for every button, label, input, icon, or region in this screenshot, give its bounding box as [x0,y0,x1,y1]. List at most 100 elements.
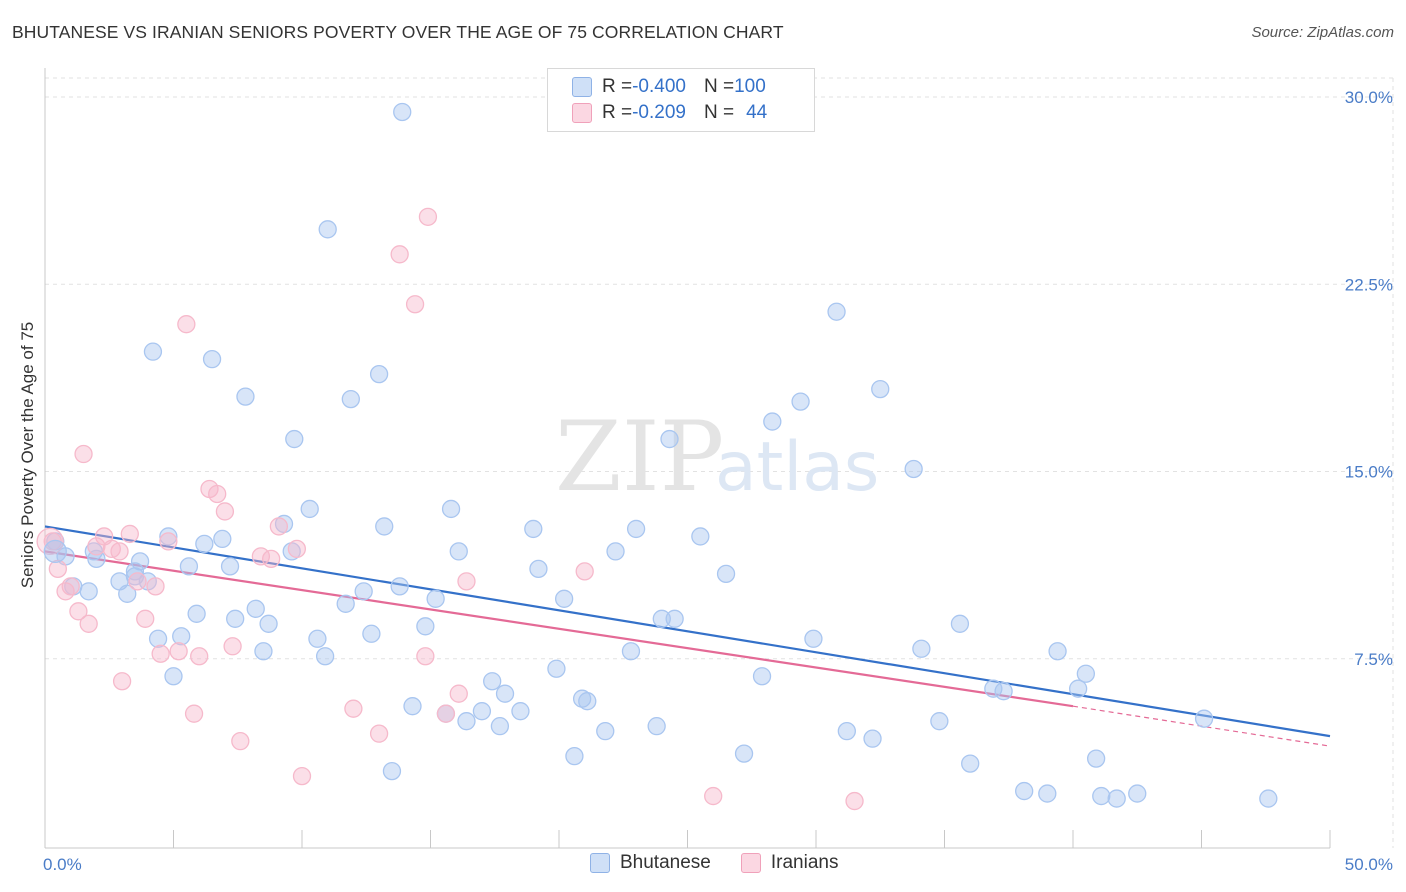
point-bhutanese [578,692,597,711]
point-bhutanese [647,717,666,736]
point-bhutanese [904,459,923,479]
point-iranians [704,786,723,806]
point-bhutanese [912,639,931,658]
point-iranians [120,524,139,544]
legend-item-iranians: Iranians [740,852,839,874]
point-bhutanese [148,629,168,648]
point-bhutanese [315,647,335,666]
point-bhutanese [596,722,615,741]
point-bhutanese [606,542,625,561]
point-bhutanese [621,642,641,661]
x-tick-label: 0.0% [43,855,82,874]
legend-r-value: -0.400 [632,76,686,97]
point-bhutanese [734,744,754,763]
point-bhutanese [172,627,191,646]
point-iranians [418,207,438,226]
point-bhutanese [457,712,476,731]
point-bhutanese [220,557,240,576]
point-bhutanese [300,499,319,519]
point-bhutanese [1194,709,1214,728]
point-bhutanese [403,697,422,716]
point-bhutanese [483,672,502,691]
correlation-legend: R = -0.400 N = 100 R = -0.209 N = 44 [547,68,815,132]
point-iranians [449,684,468,703]
point-iranians [575,562,594,581]
chart-title: BHUTANESE VS IRANIAN SENIORS POVERTY OVE… [12,22,784,42]
legend-r-value: -0.209 [632,102,686,123]
point-bhutanese [691,527,710,546]
point-iranians [287,539,307,559]
point-bhutanese [449,542,468,561]
point-bhutanese [285,429,304,449]
point-iranians [136,609,155,628]
point-bhutanese [1068,679,1088,698]
x-tick-label: 50.0% [1345,855,1393,874]
point-bhutanese [390,577,409,596]
legend-r-label: R = [602,76,633,97]
point-bhutanese [259,614,278,633]
legend-n-value: 100 [734,76,766,97]
point-bhutanese [950,614,970,633]
point-iranians [292,766,312,786]
point-iranians [405,295,425,314]
point-iranians [79,614,98,633]
point-bhutanese [130,552,150,571]
series-legend: Bhutanese Iranians [590,852,868,874]
point-bhutanese [213,529,232,549]
legend-row-iranians: R = -0.209 N = 44 [572,101,767,125]
point-bhutanese [1092,786,1111,806]
point-bhutanese [1076,664,1095,683]
point-bhutanese [354,582,373,601]
legend-swatch-iranians [572,103,592,123]
point-bhutanese [336,594,355,613]
point-bhutanese [529,559,548,579]
legend-label-iranians: Iranians [770,852,839,873]
point-bhutanese [393,102,412,122]
point-bhutanese [416,617,435,636]
point-iranians [223,637,242,656]
point-bhutanese [665,609,684,628]
gridlines [45,77,1394,848]
point-iranians [845,791,864,811]
point-bhutanese [236,387,255,406]
point-bhutanese [118,584,137,603]
y-tick-label: 7.5% [1354,650,1393,669]
y-tick-label: 22.5% [1345,275,1393,294]
point-iranians [457,572,476,591]
point-bhutanese [863,729,882,748]
point-bhutanese [660,429,679,449]
point-bhutanese [626,519,646,539]
legend-item-bhutanese: Bhutanese [590,852,711,874]
point-bhutanese [187,604,206,623]
point-bhutanese [195,534,214,554]
point-bhutanese [1128,784,1147,803]
point-cluster-bhutanese [43,539,67,564]
point-bhutanese [961,754,980,773]
trend-line-iranians [44,550,1074,708]
point-bhutanese [1259,789,1278,808]
point-bhutanese [375,517,394,536]
point-bhutanese [79,582,98,601]
legend-row-bhutanese: R = -0.400 N = 100 [572,75,766,99]
watermark-zip: ZIP [555,401,724,513]
point-bhutanese [565,746,584,766]
point-iranians [61,577,80,596]
point-bhutanese [837,722,856,741]
point-bhutanese [490,717,510,736]
legend-label-bhutanese: Bhutanese [620,852,711,873]
point-bhutanese [441,499,461,519]
point-bhutanese [930,712,949,731]
point-bhutanese [254,642,273,661]
point-iranians [74,444,93,464]
point-iranians [262,549,281,569]
point-bhutanese [341,389,360,409]
watermark: ZIP atlas [555,401,879,513]
point-iranians [177,315,196,334]
point-iranians [215,502,235,521]
point-bhutanese [791,392,810,411]
point-bhutanese [716,564,736,584]
point-bhutanese [1107,789,1126,808]
point-bhutanese [1038,784,1057,803]
point-bhutanese [87,549,106,569]
